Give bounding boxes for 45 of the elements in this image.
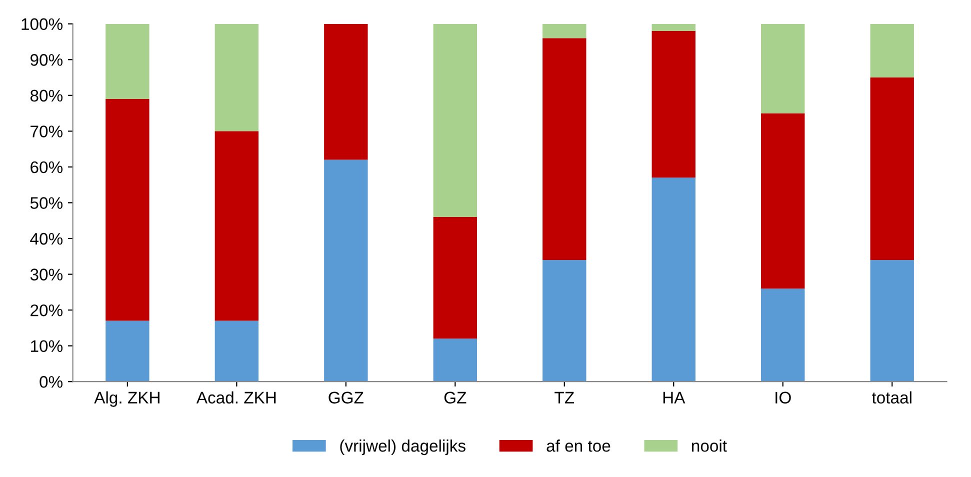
bar bbox=[870, 24, 914, 78]
x-tick-label: GGZ bbox=[328, 392, 364, 404]
x-tick-label: Alg. ZKH bbox=[94, 391, 160, 407]
y-tick-label: 40% bbox=[30, 232, 63, 245]
bar bbox=[652, 31, 696, 178]
bar bbox=[542, 38, 586, 260]
bar bbox=[542, 260, 586, 382]
y-tick-label: 20% bbox=[30, 304, 63, 316]
legend-label: nooit bbox=[692, 440, 727, 452]
bar bbox=[106, 24, 150, 99]
bar bbox=[652, 178, 696, 382]
y-tick-label: 10% bbox=[31, 340, 63, 352]
y-tick-label: 80% bbox=[30, 90, 63, 102]
x-tick-label: GZ bbox=[444, 392, 466, 404]
y-tick-label: 70% bbox=[30, 126, 63, 138]
bar bbox=[214, 320, 259, 382]
bar bbox=[870, 78, 914, 260]
y-tick-label: 50% bbox=[30, 197, 63, 209]
x-tick-label: TZ bbox=[554, 392, 574, 404]
bar bbox=[433, 338, 478, 382]
bar bbox=[433, 24, 478, 218]
bar bbox=[433, 217, 478, 339]
bar bbox=[214, 131, 259, 321]
bar bbox=[106, 98, 150, 321]
legend-label: af en toe bbox=[546, 440, 610, 452]
x-tick-label: HA bbox=[663, 392, 686, 404]
bar bbox=[652, 24, 696, 32]
bar bbox=[870, 260, 914, 382]
x-tick-label: totaal bbox=[872, 391, 912, 404]
y-tick-label: 60% bbox=[30, 161, 63, 174]
bar bbox=[761, 113, 805, 289]
bar bbox=[106, 320, 150, 382]
bar bbox=[324, 24, 368, 160]
bar bbox=[324, 160, 368, 382]
bar bbox=[214, 24, 259, 132]
bar bbox=[542, 24, 586, 38]
bar bbox=[761, 24, 805, 114]
y-tick-label: 90% bbox=[30, 54, 63, 66]
bar bbox=[761, 288, 805, 382]
y-tick-label: 30% bbox=[30, 268, 63, 280]
x-tick-label: Acad. ZKH bbox=[196, 391, 276, 404]
y-tick-label: 100% bbox=[22, 18, 63, 30]
x-tick-label: IO bbox=[776, 392, 791, 404]
legend-label: (vrijwel) dagelijks bbox=[340, 440, 466, 456]
y-tick-label: 0% bbox=[40, 376, 63, 388]
